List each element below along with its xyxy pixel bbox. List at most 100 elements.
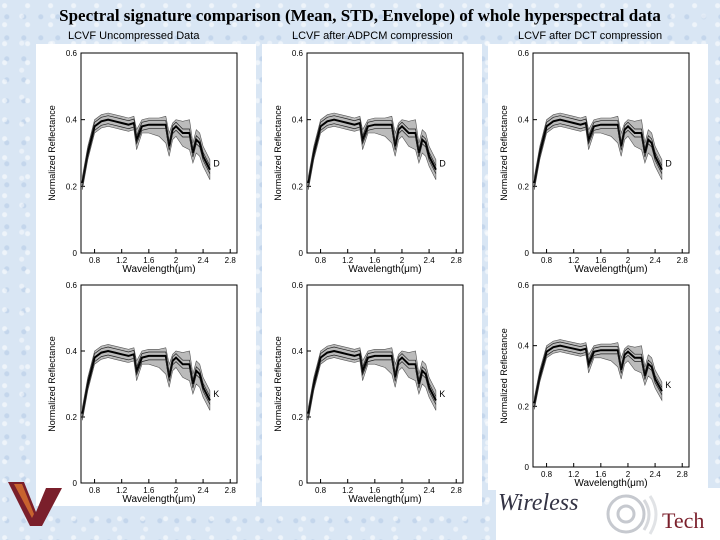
x-axis-label: Wavelength(μm)	[574, 264, 647, 275]
x-tick-label: 2	[626, 256, 631, 265]
plot-adpcm-d: 0 0.2 0.4 0.6 0.8 1.2 1.6 2 2.4 2.8 Wavelength(μm)…	[262, 44, 482, 276]
plot-adpcm-k: 0 0.2 0.4 0.6 0.8 1.2 1.6 2 2.4 2.8 Wavelength(μm)…	[262, 276, 482, 506]
plot-uncompressed-k: 0 0.2 0.4 0.6 0.8 1.2 1.6 2 2.4 2.8 Wavelength(μm)…	[36, 276, 256, 506]
x-tick-label: 1.6	[369, 256, 381, 265]
y-tick-label: 0.6	[292, 49, 304, 58]
plot-uncompressed-d: 0 0.2 0.4 0.6 0.8 1.2 1.6 2 2.4 2.8 Wavelength(μm)…	[36, 44, 256, 276]
mean-line	[533, 344, 663, 404]
x-tick-label: 1.2	[568, 470, 580, 479]
x-axis-label: Wavelength(μm)	[574, 478, 647, 489]
x-tick-label: 1.2	[568, 256, 580, 265]
y-axis-label: Normalized Reflectance	[273, 336, 283, 432]
y-tick-label: 0.6	[518, 49, 530, 58]
x-axis-label: Wavelength(μm)	[348, 264, 421, 275]
x-tick-label: 2.8	[225, 486, 237, 495]
spectrum-chart-svg: 0 0.2 0.4 0.6 0.8 1.2 1.6 2 2.4 2.8 Wavelength(μm)…	[499, 49, 690, 275]
y-tick-label: 0.2	[292, 182, 304, 191]
spectrum-chart-svg: 0 0.2 0.4 0.6 0.8 1.2 1.6 2 2.4 2.8 Wavelength(μm)…	[499, 281, 690, 489]
panel-label: K	[439, 389, 445, 399]
spectrum-chart-svg: 0 0.2 0.4 0.6 0.8 1.2 1.6 2 2.4 2.8 Wavelength(μm)…	[47, 49, 238, 275]
std-line	[534, 341, 663, 400]
wireless-tech-logo: Wireless Tech	[496, 488, 720, 540]
y-tick-label: 0.4	[66, 347, 78, 356]
x-axis-label: Wavelength(μm)	[122, 264, 195, 275]
x-tick-label: 1.6	[595, 470, 607, 479]
panel-label: K	[665, 380, 671, 390]
at-sign-icon	[606, 494, 658, 535]
mean-line	[307, 118, 437, 184]
y-tick-label: 0	[73, 249, 78, 258]
mean-line	[307, 349, 437, 414]
slide-title: Spectral signature comparison (Mean, STD…	[59, 6, 661, 25]
std-line	[82, 123, 211, 188]
x-tick-label: 1.2	[116, 256, 128, 265]
std-line	[82, 115, 211, 180]
x-tick-label: 2.4	[650, 256, 662, 265]
column-title-adpcm: LCVF after ADPCM compression	[292, 30, 453, 42]
x-tick-label: 1.6	[143, 486, 155, 495]
x-tick-label: 1.2	[342, 486, 354, 495]
column-title-dct: LCVF after DCT compression	[518, 30, 663, 42]
mean-line	[81, 118, 211, 184]
panel-label: D	[665, 158, 672, 168]
plot-frame	[80, 52, 238, 254]
spectrum-chart-svg: 0 0.2 0.4 0.6 0.8 1.2 1.6 2 2.4 2.8 Wavelength(μm)…	[47, 281, 238, 505]
x-tick-label: 0.8	[541, 256, 553, 265]
x-tick-label: 2.4	[198, 256, 210, 265]
y-axis-label: Normalized Reflectance	[47, 105, 57, 201]
x-tick-label: 2.4	[424, 256, 436, 265]
x-tick-label: 0.8	[315, 486, 327, 495]
panel-label: D	[439, 158, 446, 168]
y-tick-label: 0.6	[518, 281, 530, 290]
x-tick-label: 2	[400, 486, 405, 495]
std-line	[308, 346, 437, 410]
x-axis-label: Wavelength(μm)	[122, 494, 195, 505]
tech-logo-text: Tech	[662, 508, 705, 533]
y-tick-label: 0.4	[292, 116, 304, 125]
y-tick-label: 0.2	[518, 402, 530, 411]
std-line	[82, 346, 211, 410]
y-tick-label: 0	[525, 463, 530, 472]
x-tick-label: 1.2	[116, 486, 128, 495]
spectrum-chart-svg: 0 0.2 0.4 0.6 0.8 1.2 1.6 2 2.4 2.8 Wavelength(μm)…	[273, 49, 464, 275]
x-tick-label: 0.8	[89, 486, 101, 495]
x-tick-label: 2.8	[677, 470, 689, 479]
x-tick-label: 1.6	[143, 256, 155, 265]
x-tick-label: 2.4	[650, 470, 662, 479]
x-tick-label: 2	[174, 486, 179, 495]
y-axis-label: Normalized Reflectance	[273, 105, 283, 201]
x-tick-label: 1.6	[595, 256, 607, 265]
y-tick-label: 0.4	[518, 342, 530, 351]
plot-frame	[80, 284, 238, 484]
y-tick-label: 0.2	[292, 413, 304, 422]
y-tick-label: 0.2	[66, 413, 78, 422]
y-tick-label: 0.6	[66, 49, 78, 58]
y-tick-label: 0.4	[292, 347, 304, 356]
spectrum-chart-svg: 0 0.2 0.4 0.6 0.8 1.2 1.6 2 2.4 2.8 Wavelength(μm)…	[273, 281, 464, 505]
x-tick-label: 2.8	[451, 486, 463, 495]
x-tick-label: 0.8	[89, 256, 101, 265]
x-tick-label: 0.8	[541, 470, 553, 479]
x-tick-label: 1.2	[342, 256, 354, 265]
y-tick-label: 0	[299, 249, 304, 258]
y-tick-label: 0	[299, 479, 304, 488]
wireless-logo-text: Wireless	[498, 490, 579, 516]
x-tick-label: 2	[626, 470, 631, 479]
y-tick-label: 0.6	[66, 281, 78, 290]
y-tick-label: 0.2	[518, 182, 530, 191]
x-tick-label: 2.8	[677, 256, 689, 265]
y-tick-label: 0.4	[518, 116, 530, 125]
y-tick-label: 0.4	[66, 116, 78, 125]
y-tick-label: 0	[525, 249, 530, 258]
std-line	[308, 123, 437, 188]
mean-line	[81, 349, 211, 414]
x-tick-label: 2.8	[225, 256, 237, 265]
plot-dct-k: 0 0.2 0.4 0.6 0.8 1.2 1.6 2 2.4 2.8 Wavelength(μm)…	[488, 276, 708, 490]
x-tick-label: 0.8	[315, 256, 327, 265]
x-tick-label: 2.8	[451, 256, 463, 265]
y-axis-label: Normalized Reflectance	[499, 328, 509, 424]
y-axis-label: Normalized Reflectance	[499, 105, 509, 201]
mean-line	[533, 118, 663, 184]
plot-frame	[532, 284, 690, 468]
std-line	[82, 354, 211, 418]
